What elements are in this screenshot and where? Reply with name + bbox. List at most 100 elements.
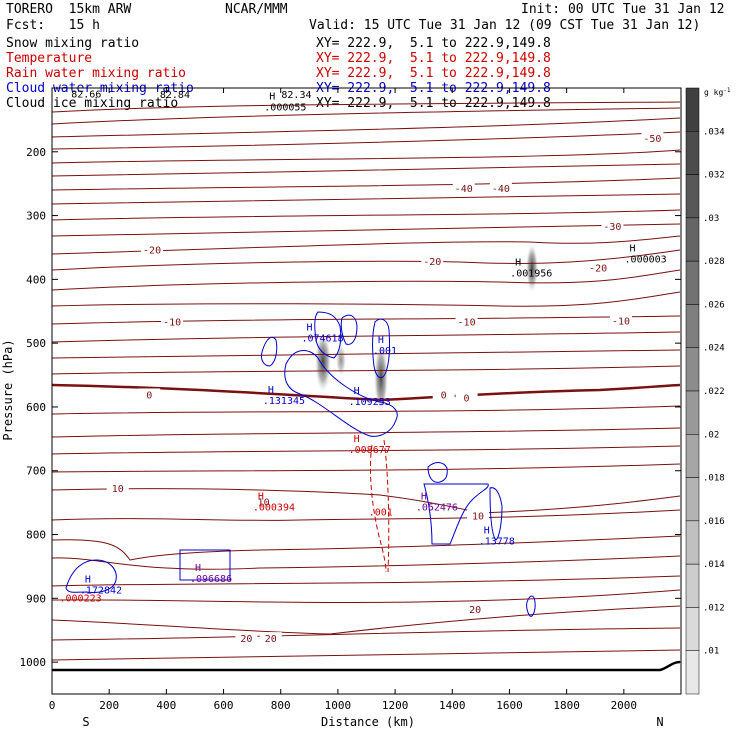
- contour-value-label: 82.34: [281, 90, 311, 101]
- temperature-label-bg: [141, 243, 164, 255]
- temperature-contour-label: 0: [464, 394, 470, 405]
- temperature-contour: [51, 117, 681, 138]
- y-tick-label: 300: [26, 210, 46, 223]
- y-tick-label: 700: [26, 465, 46, 478]
- extremum-value: .008677: [349, 445, 391, 456]
- y-tick-label: 1000: [20, 656, 47, 669]
- colorbar-swatch: [685, 477, 700, 522]
- contour-value-label: 82.84: [160, 90, 190, 101]
- temperature-label-bg: [138, 388, 161, 400]
- temperature-label-bg: [452, 181, 475, 193]
- temperature-contour-label: 20: [469, 605, 481, 616]
- temperature-contour: [51, 223, 681, 237]
- left-endpoint-label: S: [82, 715, 89, 729]
- cloud-water-contour: [65, 559, 117, 593]
- temperature-contour-label: 20: [265, 634, 277, 645]
- colorbar-label: .028: [703, 257, 725, 267]
- temperature-contour-label: -40: [455, 184, 473, 195]
- extremum-marker: H: [378, 335, 384, 346]
- colorbar-swatch: [685, 347, 700, 392]
- temperature-contour: [51, 627, 681, 641]
- colorbar-unit-superscript: -1: [723, 87, 731, 94]
- colorbar-swatch: [685, 434, 700, 478]
- colorbar-swatch: [685, 520, 700, 565]
- extremum-marker: H: [354, 386, 360, 397]
- x-axis-label: Distance (km): [321, 715, 415, 729]
- extremum-value: .000055: [264, 102, 306, 113]
- temperature-contour: [51, 331, 681, 343]
- y-axis-label: Pressure (hPa): [1, 339, 15, 440]
- temperature-contour-label: 10: [112, 484, 124, 495]
- temperature-contour: [51, 427, 681, 438]
- temperature-label-bg: [455, 391, 478, 403]
- temperature-contour-label: -10: [612, 316, 630, 327]
- temperature-contour: [51, 349, 681, 359]
- extremum-value: .109253: [349, 397, 391, 408]
- temperature-contour-label: 20: [240, 634, 252, 645]
- colorbar-label: .012: [703, 603, 725, 613]
- extremum-marker: H: [306, 322, 312, 333]
- temperature-contour-label: -40: [492, 184, 510, 195]
- temperature-contour-label: -30: [603, 222, 621, 233]
- colorbar-label: .03: [703, 214, 719, 224]
- init-time: Init: 00 UTC Tue 31 Jan 12: [521, 2, 725, 17]
- x-tick-label: 1200: [382, 699, 409, 712]
- extremum-value: .172842: [80, 585, 122, 596]
- extremum-marker: H: [421, 491, 427, 502]
- field-name-rain: Rain water mixing ratio: [6, 66, 187, 81]
- x-tick-label: 600: [214, 699, 234, 712]
- cloud-water-contour: [372, 318, 391, 379]
- temperature-contour: [51, 131, 681, 150]
- cloud-water-contour: [340, 314, 358, 345]
- colorbar-swatch: [685, 390, 700, 435]
- extremum-marker: H: [630, 243, 636, 254]
- extremum-marker: H: [515, 257, 521, 268]
- extremum-marker: H: [268, 385, 274, 396]
- temperature-contour: [51, 463, 681, 473]
- temperature-contour: [51, 605, 681, 635]
- temperature-label-bg: [259, 632, 282, 644]
- y-tick-label: 200: [26, 146, 46, 159]
- colorbar-swatch: [685, 174, 700, 219]
- temperature-contour: [51, 163, 681, 177]
- temperature-contour: [51, 445, 681, 455]
- cloud-water-contour: [489, 487, 503, 541]
- temperature-contour-label: -10: [163, 318, 181, 329]
- temperature-label-bg: [235, 632, 258, 644]
- temperature-contour: [51, 315, 681, 325]
- x-tick-label: 1000: [325, 699, 352, 712]
- cloud-water-contour: [526, 595, 536, 617]
- temperature-contour-label: 10: [258, 498, 270, 509]
- plot-frame: [51, 87, 682, 695]
- temperature-contour-zero: [51, 383, 681, 402]
- temperature-contour: [51, 405, 681, 415]
- extremum-value: .131345: [263, 396, 305, 407]
- extremum-value: .096686: [190, 574, 232, 585]
- temperature-contour: [51, 488, 681, 514]
- temperature-contour-label: 10: [472, 512, 484, 523]
- temperature-contour: [51, 177, 681, 191]
- colorbar-label: .022: [703, 387, 725, 397]
- colorbar-label: .032: [703, 171, 725, 181]
- valid-time: Valid: 15 UTC Tue 31 Jan 12 (09 CST Tue …: [309, 18, 701, 33]
- snow-shading: [315, 332, 331, 392]
- temperature-label-bg: [161, 315, 184, 327]
- temperature-label-bg: [609, 314, 632, 326]
- temperature-label-bg: [467, 509, 490, 521]
- colorbar-label: .026: [703, 300, 725, 310]
- model-title: TORERO 15km ARW: [6, 2, 132, 17]
- x-tick-label: 400: [156, 699, 176, 712]
- temperature-contour-label: -50: [643, 134, 661, 145]
- field-name-snow: Snow mixing ratio: [6, 36, 140, 51]
- contour-value-label: 82.66: [71, 90, 101, 101]
- temperature-label-bg: [489, 181, 512, 193]
- colorbar-swatch: [685, 650, 700, 695]
- temperature-contour: [51, 589, 681, 604]
- temperature-label-bg: [641, 132, 664, 144]
- temperature-contour: [51, 555, 681, 570]
- extremum-marker: H: [269, 91, 275, 102]
- colorbar-swatch: [685, 217, 700, 262]
- x-tick-label: 2000: [611, 699, 638, 712]
- colorbar-label: .016: [703, 517, 725, 527]
- x-tick-label: 1800: [553, 699, 580, 712]
